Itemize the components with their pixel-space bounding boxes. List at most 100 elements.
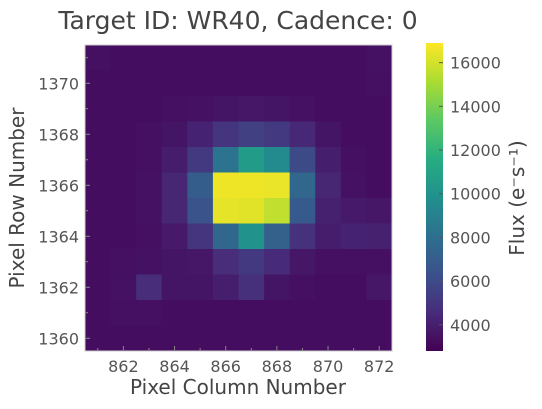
colorbar-tick-label: 6000: [450, 272, 491, 291]
heatmap-cell: [238, 274, 265, 301]
heatmap-cell: [187, 249, 214, 275]
heatmap-cell: [340, 300, 367, 326]
y-axis-label: Pixel Row Number: [5, 107, 29, 289]
heatmap-cell: [136, 249, 163, 275]
heatmap-cell: [161, 274, 188, 301]
colorbar-tick-label: 8000: [450, 228, 491, 247]
heatmap-cell: [110, 121, 137, 148]
heatmap-cell: [340, 121, 367, 148]
y-tick-label: 1366: [38, 176, 79, 195]
heatmap-cell: [264, 223, 291, 250]
heatmap-cell: [340, 70, 367, 97]
heatmap-cell: [315, 300, 342, 326]
heatmap-cell: [85, 45, 111, 71]
x-tick-label: 870: [313, 357, 344, 376]
heatmap-cell: [264, 96, 291, 122]
heatmap-cell: [161, 121, 188, 148]
colorbar-axis: 4000 6000 8000 10000 12000 14000 16000: [439, 54, 501, 335]
heatmap-cell: [110, 172, 137, 199]
heatmap-cell: [212, 300, 239, 326]
heatmap-cell: [315, 274, 342, 301]
heatmap-cell: [289, 172, 316, 199]
heatmap-cell: [340, 96, 367, 122]
heatmap-cell: [212, 223, 239, 250]
chart-title: Target ID: WR40, Cadence: 0: [57, 6, 417, 35]
heatmap-cell: [366, 198, 393, 224]
heatmap-cell: [315, 45, 342, 71]
y-tick-label: 1360: [38, 329, 79, 348]
heatmap-cell: [238, 121, 265, 148]
heatmap-cell: [289, 223, 316, 250]
x-axis-label: Pixel Column Number: [130, 375, 347, 399]
heatmap-cell: [161, 300, 188, 326]
heatmap-cell: [136, 45, 163, 71]
heatmap-cells: [85, 45, 393, 352]
y-axis: 1360 1362 1364 1366 1368 1370: [38, 57, 90, 348]
heatmap-cell: [264, 147, 291, 173]
heatmap-cell: [110, 300, 137, 326]
heatmap-cell: [366, 274, 393, 301]
heatmap-cell: [264, 45, 291, 71]
heatmap-cell: [289, 45, 316, 71]
heatmap-cell: [187, 172, 214, 199]
heatmap-cell: [161, 223, 188, 250]
heatmap-cell: [110, 147, 137, 173]
heatmap-cell: [136, 121, 163, 148]
x-axis: 862 864 866 868 870 872: [97, 346, 395, 376]
heatmap-cell: [289, 96, 316, 122]
x-tick-label: 864: [159, 357, 190, 376]
x-tick-label: 872: [364, 357, 395, 376]
heatmap-cell: [85, 147, 111, 173]
heatmap-cell: [238, 147, 265, 173]
heatmap-cell: [187, 147, 214, 173]
heatmap-cell: [212, 172, 239, 199]
heatmap-cell: [187, 325, 214, 352]
heatmap-cell: [238, 172, 265, 199]
heatmap-cell: [212, 249, 239, 275]
heatmap-cell: [264, 70, 291, 97]
heatmap-cell: [238, 300, 265, 326]
colorbar-tick-label: 10000: [450, 185, 501, 204]
heatmap-cell: [315, 121, 342, 148]
heatmap-cell: [238, 96, 265, 122]
heatmap-cell: [110, 45, 137, 71]
heatmap-cell: [289, 249, 316, 275]
x-tick-label: 862: [108, 357, 139, 376]
x-tick-label: 866: [210, 357, 241, 376]
heatmap-cell: [289, 70, 316, 97]
heatmap-cell: [315, 70, 342, 97]
heatmap-cell: [315, 96, 342, 122]
colorbar-tick-label: 14000: [450, 97, 501, 116]
colorbar: [426, 43, 443, 351]
heatmap-cell: [366, 70, 393, 97]
heatmap-cell: [212, 121, 239, 148]
heatmap-cell: [136, 325, 163, 352]
heatmap-cell: [289, 121, 316, 148]
y-tick-label: 1370: [38, 74, 79, 93]
heatmap-cell: [340, 45, 367, 71]
heatmap-cell: [315, 249, 342, 275]
heatmap-cell: [315, 198, 342, 224]
colorbar-label: Flux (e⁻s⁻¹): [505, 140, 529, 255]
colorbar-tick-label: 16000: [450, 54, 501, 73]
heatmap-cell: [161, 70, 188, 97]
heatmap-cell: [187, 70, 214, 97]
heatmap-cell: [340, 198, 367, 224]
colorbar-tick-label: 12000: [450, 141, 501, 160]
heatmap-cell: [340, 172, 367, 199]
heatmap-cell: [289, 198, 316, 224]
y-tick-label: 1368: [38, 125, 79, 144]
heatmap-cell: [264, 198, 291, 224]
heatmap-cell: [110, 70, 137, 97]
heatmap-cell: [366, 121, 393, 148]
heatmap-cell: [136, 223, 163, 250]
heatmap-cell: [136, 70, 163, 97]
heatmap-cell: [264, 172, 291, 199]
heatmap-cell: [85, 300, 111, 326]
heatmap-cell: [366, 45, 393, 71]
heatmap-cell: [238, 249, 265, 275]
heatmap-cell: [110, 198, 137, 224]
heatmap-cell: [212, 147, 239, 173]
heatmap-cell: [136, 147, 163, 173]
heatmap-cell: [212, 274, 239, 301]
